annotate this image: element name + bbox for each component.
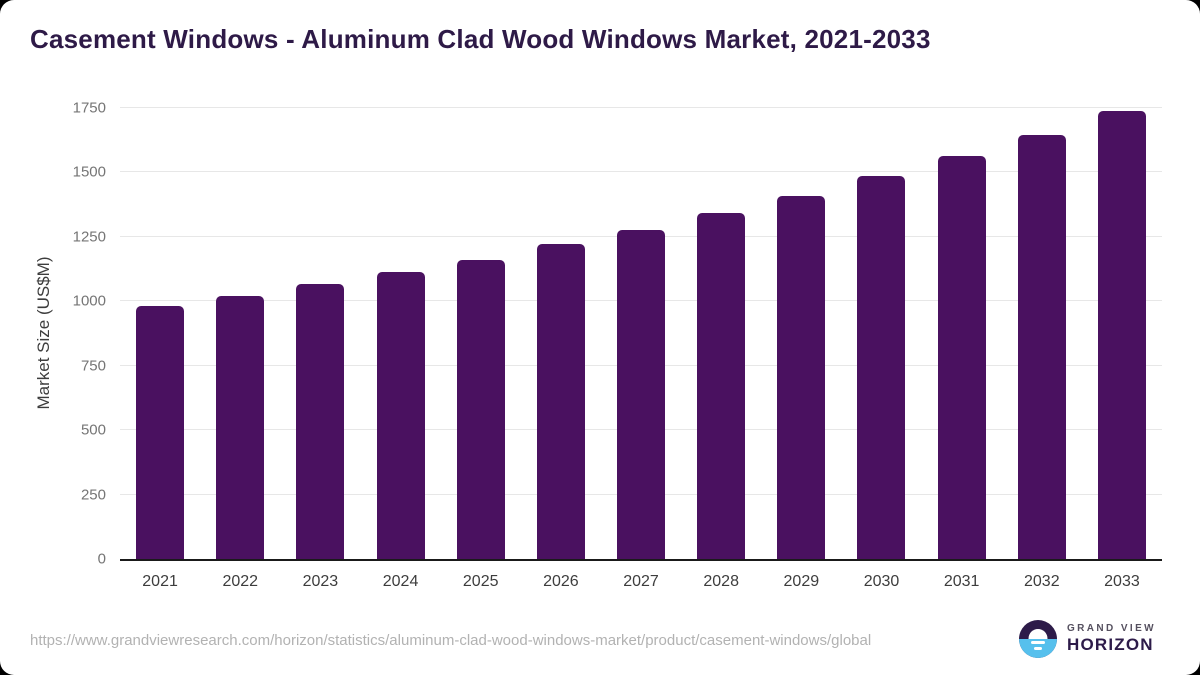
y-axis-tick-label: 1500 [72, 163, 106, 181]
gridline [120, 171, 1162, 173]
x-axis-tick-label: 2029 [783, 573, 820, 590]
y-axis-tick-label: 1250 [72, 228, 106, 246]
x-axis-tick-label: 2031 [943, 573, 980, 590]
x-axis-tick-label: 2030 [863, 573, 900, 590]
bar-2028[interactable] [697, 212, 746, 559]
horizon-logo-icon [1019, 620, 1057, 658]
bar-2026[interactable] [536, 244, 585, 559]
bar-column: 2027 [601, 108, 681, 590]
y-axis-tick-labels: 0 250 500 750 1000 1250 1500 1750 [0, 100, 106, 568]
bar-column: 2024 [360, 108, 440, 590]
y-axis-tick-label: 500 [80, 421, 106, 439]
x-axis-tick-label: 2023 [302, 573, 339, 590]
bar-column: 2021 [120, 108, 200, 590]
x-axis-tick-label: 2028 [703, 573, 739, 590]
bar-series: 2021 2022 2023 2024 2025 2026 2027 2028 2029 2030… [120, 108, 1162, 590]
x-axis-tick-label: 2033 [1104, 573, 1140, 590]
bar-column: 2026 [521, 108, 601, 590]
y-axis-tick-label: 750 [80, 357, 106, 375]
brand-name-bottom: HORIZON [1067, 634, 1154, 654]
bar-column: 2029 [761, 108, 841, 590]
bar-2023[interactable] [296, 283, 345, 559]
bar-2025[interactable] [456, 259, 505, 559]
source-url: https://www.grandviewresearch.com/horizo… [30, 632, 872, 649]
bar-column: 2022 [200, 108, 280, 590]
brand-name: GRAND VIEW HORIZON [1067, 623, 1156, 654]
bar-column: 2023 [280, 108, 360, 590]
bar-column: 2032 [1002, 108, 1082, 590]
x-axis-tick-label: 2032 [1024, 573, 1060, 590]
logo-reflection-line [1034, 647, 1042, 650]
brand-logo: GRAND VIEW HORIZON [1019, 620, 1156, 658]
x-axis-tick-label: 2025 [462, 573, 499, 590]
logo-reflection-line [1031, 641, 1045, 644]
plot-area: 2021 2022 2023 2024 2025 2026 2027 2028 2029 2030… [120, 107, 1162, 590]
y-axis-tick-label: 1750 [72, 99, 106, 117]
bar-2024[interactable] [376, 271, 425, 559]
bar-column: 2031 [922, 108, 1002, 590]
bar-2022[interactable] [216, 295, 265, 559]
bar-2029[interactable] [777, 195, 826, 559]
x-axis-tick-label: 2026 [543, 573, 579, 590]
bar-2027[interactable] [617, 229, 666, 559]
x-axis-tick-label: 2024 [382, 573, 419, 590]
bar-2021[interactable] [136, 306, 185, 559]
bar-column: 2030 [841, 108, 921, 590]
y-axis-tick-label: 250 [80, 486, 106, 504]
bar-2032[interactable] [1017, 135, 1066, 559]
bar-column: 2028 [681, 108, 761, 590]
x-axis-tick-label: 2027 [623, 573, 659, 590]
x-axis-tick-label: 2022 [222, 573, 259, 590]
chart-title: Casement Windows - Aluminum Clad Wood Wi… [30, 24, 931, 54]
bar-column: 2025 [441, 108, 521, 590]
bar-2030[interactable] [857, 175, 906, 559]
y-axis-tick-label: 1000 [72, 292, 106, 310]
gridline [120, 107, 1162, 108]
x-axis-tick-label: 2021 [142, 573, 178, 590]
bar-column: 2033 [1082, 108, 1162, 590]
y-axis-tick-label: 0 [97, 550, 106, 568]
bar-2033[interactable] [1097, 110, 1146, 559]
bar-2031[interactable] [937, 155, 986, 559]
brand-name-top: GRAND VIEW [1067, 623, 1156, 635]
